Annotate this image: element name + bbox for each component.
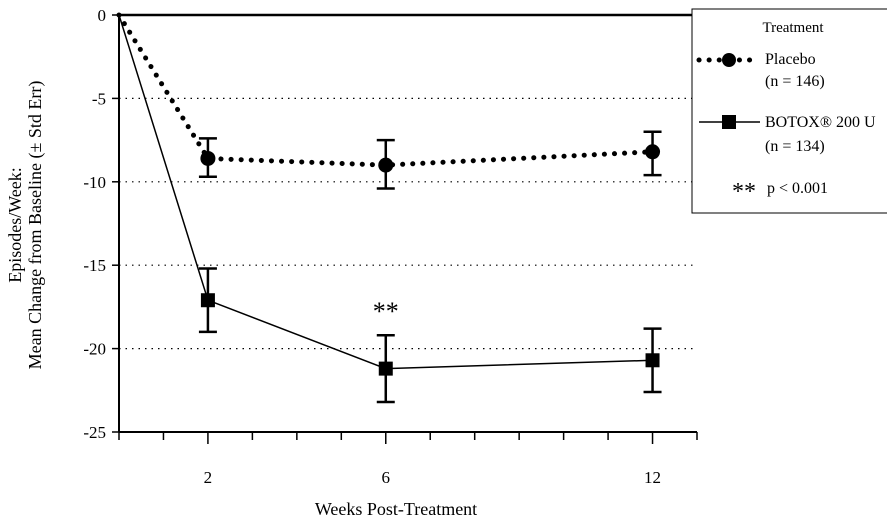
y-tick-label: -10	[83, 173, 106, 192]
y-tick-label: -15	[83, 256, 106, 275]
data-point-square	[378, 361, 393, 376]
series-line-1	[118, 14, 653, 370]
y-axis-title-line2: Mean Change from Baseline (± Std Err)	[25, 81, 46, 370]
labels-layer: 0 -5 -10 -15 -20 -25 2 6 12 **	[83, 6, 661, 487]
y-tick-label: 0	[98, 6, 107, 25]
data-point-square	[645, 353, 660, 368]
significance-annotation: **	[373, 297, 399, 326]
legend-placebo-n: (n = 146)	[765, 73, 825, 90]
legend-botox-n: (n = 134)	[765, 138, 825, 155]
data-point-circle	[645, 144, 661, 160]
legend-placebo-marker	[722, 53, 736, 67]
y-axis-title-line1: Episodes/Week:	[5, 167, 25, 283]
legend: Treatment Placebo (n = 146) BOTOX® 200 U…	[691, 8, 887, 214]
x-axis-title: Weeks Post-Treatment	[315, 499, 477, 519]
axes	[112, 13, 698, 444]
x-tick-label: 12	[644, 468, 661, 487]
legend-botox-label: BOTOX® 200 U	[765, 114, 876, 131]
legend-significance-marker: **	[732, 179, 756, 205]
data-point-square	[200, 293, 215, 308]
y-tick-label: -25	[83, 423, 106, 442]
data-point-circle	[378, 157, 394, 173]
data-point-circle	[200, 150, 216, 166]
legend-title: Treatment	[762, 20, 824, 36]
x-tick-label: 6	[382, 468, 391, 487]
y-tick-label: -5	[92, 89, 106, 108]
legend-significance-text: p < 0.001	[767, 180, 828, 197]
x-tick-label: 2	[204, 468, 213, 487]
legend-box	[691, 8, 887, 214]
series-layer	[116, 12, 662, 404]
y-tick-label: -20	[83, 340, 106, 359]
legend-botox-marker	[722, 115, 736, 129]
legend-placebo-label: Placebo	[765, 51, 816, 68]
gridlines	[119, 97, 697, 350]
